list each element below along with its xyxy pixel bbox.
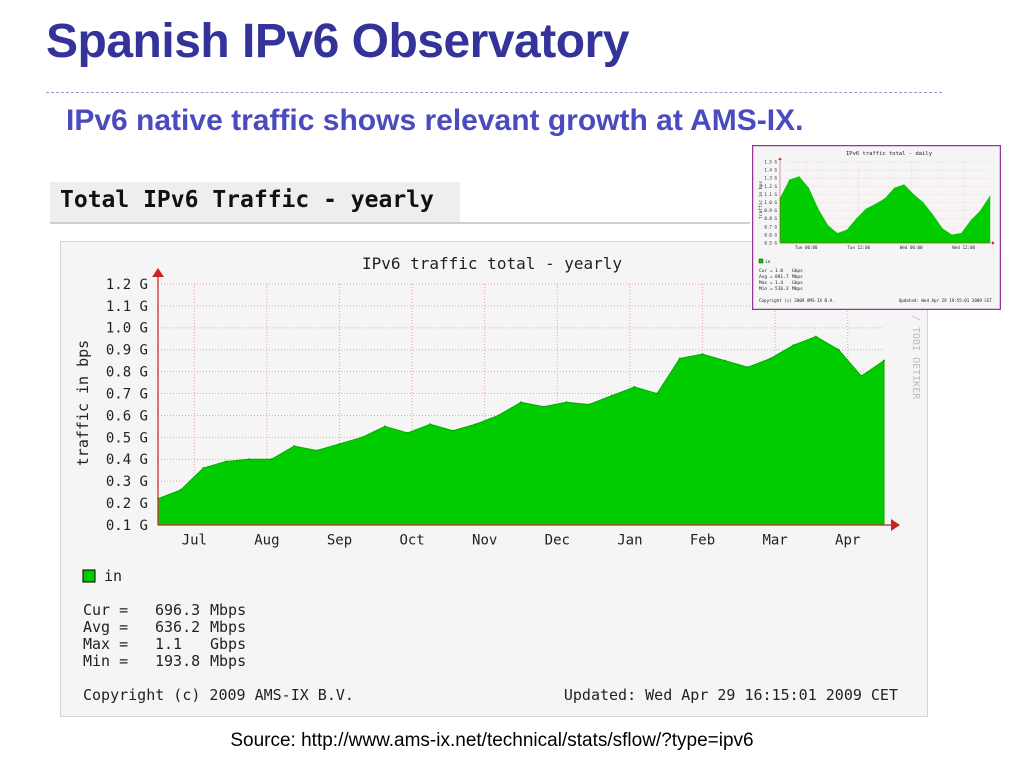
series-in-point bbox=[970, 219, 972, 221]
series-in-point bbox=[884, 198, 886, 199]
series-in-point bbox=[932, 214, 934, 216]
chart-heading: Total IPv6 Traffic - yearly bbox=[60, 187, 434, 213]
inset-stat-max-label: Max = bbox=[759, 280, 773, 286]
inset-area-layer bbox=[779, 176, 991, 244]
series-in-point bbox=[980, 210, 981, 211]
y-tick-label: 1.1 G bbox=[764, 192, 777, 197]
inset-title: IPv6 traffic total - daily bbox=[846, 151, 933, 157]
y-tick-label: 1.2 G bbox=[764, 184, 777, 189]
slide-title: Spanish IPv6 Observatory bbox=[46, 15, 629, 68]
daily-traffic-inset: IPv6 traffic total - daily traffic in bp… bbox=[752, 145, 1001, 310]
x-tick-label: Wed 12:00 bbox=[952, 245, 975, 250]
title-divider bbox=[46, 92, 942, 93]
series-in-point bbox=[817, 208, 819, 210]
y-tick-label: 0.9 G bbox=[764, 208, 777, 213]
series-in-point bbox=[941, 228, 943, 229]
inset-stats-block: Cur = 1.0 Gbps Avg = 891.7 Mbps Max = 1.… bbox=[759, 268, 803, 292]
heading-divider bbox=[50, 222, 750, 224]
x-tick-label: Tue 00:00 bbox=[795, 245, 818, 250]
y-tick-label: 1.0 G bbox=[764, 200, 777, 205]
yearly-graph-panel bbox=[60, 241, 928, 717]
series-in-point bbox=[798, 176, 800, 177]
inset-updated: Updated: Wed Apr 29 19:55:01 2009 CET bbox=[899, 298, 993, 303]
series-in-point bbox=[922, 202, 924, 203]
y-axis-arrow bbox=[778, 157, 782, 160]
inset-stat-max-value: 1.4 bbox=[775, 280, 783, 286]
series-in-point bbox=[846, 229, 848, 231]
y-tick-label: 0.7 G bbox=[764, 224, 777, 229]
inset-stat-min-unit: Mbps bbox=[792, 286, 803, 292]
series-in-point bbox=[855, 218, 857, 220]
series-in-point bbox=[903, 184, 905, 186]
inset-axes bbox=[778, 157, 995, 245]
inset-stat-avg-label: Avg = bbox=[759, 274, 773, 280]
series-in-point bbox=[827, 224, 829, 226]
inset-stat-min-label: Min = bbox=[759, 286, 773, 292]
series-in-point bbox=[894, 187, 895, 189]
series-in-point bbox=[989, 195, 991, 197]
source-citation: Source: http://www.ams-ix.net/technical/… bbox=[230, 730, 754, 751]
inset-stat-avg-value: 891.7 bbox=[775, 274, 789, 280]
inset-copyright: Copyright (c) 2009 AMS-IX B.V. bbox=[759, 298, 835, 303]
inset-legend-swatch bbox=[758, 258, 764, 264]
series-in-point bbox=[789, 179, 790, 181]
series-in-area bbox=[779, 176, 991, 244]
inset-stat-cur-value: 1.0 bbox=[775, 268, 783, 274]
chart-heading-bar: Total IPv6 Traffic - yearly bbox=[50, 182, 460, 222]
inset-y-axis-label: traffic in bps bbox=[758, 181, 764, 219]
series-in-point bbox=[913, 194, 915, 195]
series-in-point bbox=[865, 208, 867, 210]
series-in-point bbox=[808, 187, 810, 189]
x-axis-arrow bbox=[992, 241, 995, 245]
y-tick-label: 1.3 G bbox=[764, 176, 777, 181]
y-tick-label: 0.5 G bbox=[764, 240, 777, 245]
x-tick-label: Tue 12:00 bbox=[847, 245, 870, 250]
inset-stat-min-value: 516.3 bbox=[775, 286, 789, 292]
y-tick-label: 1.4 G bbox=[764, 168, 777, 173]
series-in-point bbox=[875, 203, 876, 205]
inset-stat-cur-unit: Gbps bbox=[792, 268, 803, 274]
slide-subtitle: IPv6 native traffic shows relevant growt… bbox=[66, 104, 804, 137]
y-tick-label: 0.6 G bbox=[764, 232, 777, 237]
series-in-point bbox=[836, 232, 838, 234]
inset-stat-max-unit: Gbps bbox=[792, 280, 803, 286]
x-tick-label: Wed 00:00 bbox=[900, 245, 923, 250]
y-tick-label: 1.5 G bbox=[764, 159, 777, 164]
inset-y-tick-labels: 0.5 G 0.6 G 0.7 G 0.8 G 0.9 G 1.0 G 1.1 G 1.2 G… bbox=[764, 159, 777, 245]
inset-stat-cur-label: Cur = bbox=[759, 268, 773, 274]
series-in-point bbox=[960, 232, 962, 234]
inset-stat-avg-unit: Mbps bbox=[792, 274, 803, 280]
inset-legend-label: in bbox=[765, 259, 771, 265]
series-in-point bbox=[951, 234, 953, 236]
y-tick-label: 0.8 G bbox=[764, 216, 777, 221]
inset-x-tick-labels: Tue 00:00 Tue 12:00 Wed 00:00 Wed 12:00 bbox=[795, 245, 976, 250]
